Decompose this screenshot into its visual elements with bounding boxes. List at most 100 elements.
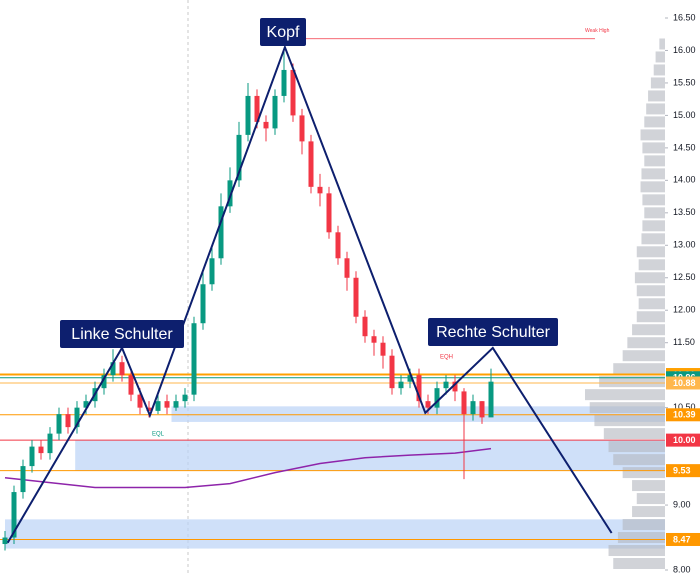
candle-body	[344, 258, 350, 278]
profile-bar	[636, 311, 665, 323]
moving-average	[4, 447, 492, 489]
volume-profile	[585, 38, 665, 569]
y-tick-label: 16.00	[673, 45, 696, 55]
profile-bar	[644, 155, 665, 167]
candle-body	[299, 115, 305, 142]
profile-bar	[655, 51, 665, 63]
moving-average-line	[4, 447, 492, 489]
axis-background	[665, 0, 700, 575]
candle-body	[380, 342, 386, 356]
candle-body	[74, 407, 80, 428]
candle-body	[20, 466, 26, 493]
y-tick-label: 15.50	[673, 77, 696, 87]
profile-bar	[632, 480, 665, 492]
candle-body	[425, 401, 431, 408]
candle-body	[308, 141, 314, 187]
profile-bar	[641, 168, 665, 180]
zone	[5, 519, 665, 549]
candle-body	[56, 414, 62, 434]
y-tick-label: 14.00	[673, 175, 696, 185]
profile-bar	[627, 337, 665, 349]
profile-bar	[648, 90, 665, 102]
price-label: 9.53	[673, 466, 691, 476]
candle-body	[173, 401, 179, 408]
candle-body	[11, 492, 17, 538]
weak-high-label: Weak High	[585, 28, 610, 34]
profile-bar	[636, 246, 665, 258]
candle-body	[83, 401, 89, 408]
zone	[75, 440, 665, 471]
candle-body	[164, 401, 170, 408]
left-shoulder-label: Linke Schulter	[60, 320, 184, 348]
profile-bar	[644, 207, 665, 219]
profile-bar	[640, 129, 665, 141]
candle-body	[416, 375, 422, 402]
zone	[171, 406, 665, 422]
candle-body	[335, 232, 341, 259]
profile-bar	[640, 181, 665, 193]
profile-bar	[641, 233, 665, 245]
profile-bar	[608, 545, 665, 557]
profile-bar	[589, 402, 665, 414]
price-label: 8.47	[673, 534, 691, 544]
candle-body	[443, 381, 449, 389]
candle-body	[137, 394, 143, 408]
profile-bar	[636, 493, 665, 505]
profile-bar	[659, 38, 665, 50]
candle-body	[155, 401, 161, 411]
price-label-box	[666, 464, 700, 478]
candle-body	[182, 394, 188, 402]
profile-bar	[642, 194, 665, 206]
profile-bar	[585, 389, 665, 401]
left-shoulder-text: Linke Schulter	[71, 326, 173, 343]
profile-bar	[603, 428, 665, 440]
y-tick-label: 10.50	[673, 402, 696, 412]
candle-body	[191, 323, 197, 395]
candle-body	[281, 69, 287, 96]
candle-body	[470, 401, 476, 415]
label-box	[260, 18, 306, 46]
profile-bar	[617, 532, 665, 544]
candle-body	[29, 446, 35, 467]
candle-body	[227, 180, 233, 207]
price-label-box	[666, 433, 700, 447]
y-tick-label: 9.00	[673, 499, 691, 509]
price-label: 10.39	[673, 410, 696, 420]
candle-body	[326, 193, 332, 233]
price-label-box	[666, 376, 700, 390]
candle-body	[317, 186, 323, 194]
head-label: Kopf	[260, 18, 306, 46]
eqh-label: EQH	[440, 355, 453, 361]
candles	[2, 50, 494, 551]
candle-body	[353, 277, 359, 317]
candle-body	[128, 375, 134, 395]
y-tick-label: 15.00	[673, 110, 696, 120]
y-tick-label: 11.50	[673, 337, 695, 347]
profile-bar	[634, 272, 665, 284]
y-tick-label: 14.50	[673, 142, 696, 152]
profile-bar	[622, 519, 665, 531]
candle-body	[119, 362, 125, 376]
candle-body	[407, 375, 413, 382]
profile-bar	[646, 103, 665, 115]
candle-body	[272, 95, 278, 129]
price-label: 10.88	[673, 378, 696, 388]
candle-body	[362, 316, 368, 337]
profile-bar	[642, 220, 665, 232]
candle-body	[110, 362, 116, 376]
candle-body	[389, 355, 395, 389]
candle-body	[245, 95, 251, 135]
candle-body	[236, 134, 242, 181]
y-tick-label: 12.00	[673, 305, 696, 315]
eql-label: EQL	[152, 432, 165, 438]
candle-body	[434, 388, 440, 408]
candle-body	[452, 381, 458, 392]
candle-body	[209, 258, 215, 285]
profile-bar	[636, 285, 665, 297]
candle-body	[398, 381, 404, 389]
profile-bar	[613, 363, 665, 375]
price-axis: 16.50 16.00 15.50 15.00 14.50 14.00 13.50 13.00…	[665, 0, 700, 575]
price-label-box	[666, 532, 700, 546]
price-label: 10.00	[673, 435, 696, 445]
zones	[5, 406, 665, 549]
